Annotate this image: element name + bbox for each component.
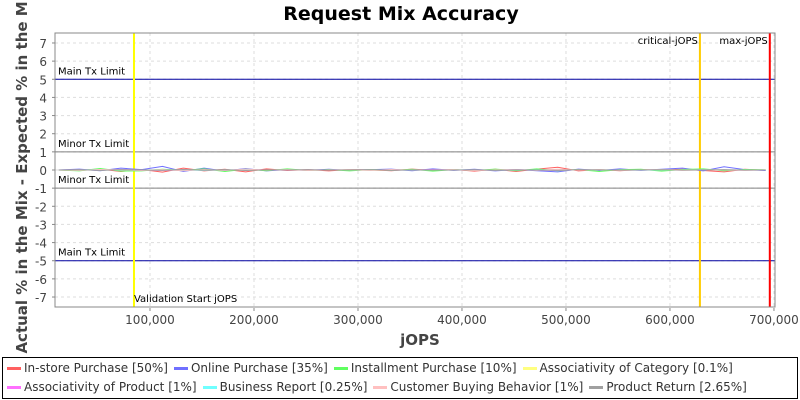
legend-item: Associativity of Product [1%] [7,380,197,394]
legend-swatch [7,366,21,370]
marker-label: Validation Start jOPS [134,294,237,305]
y-tick-label: 7 [39,37,47,51]
legend-swatch [173,366,188,370]
y-tick-label: -2 [35,200,47,214]
x-tick-label: 200,000 [229,313,279,327]
marker-label: max-jOPS [719,36,767,47]
y-tick-label: 6 [39,55,47,69]
legend-label: Product Return [2.65%] [606,380,747,394]
x-tick-label: 700,000 [749,313,799,327]
legend-swatch [7,385,21,389]
limit-label: Main Tx Limit [58,66,125,77]
legend: In-store Purchase [50%] Online Purchase [… [2,357,798,399]
limit-label: Minor Tx Limit [58,175,129,186]
x-tick-label: 300,000 [333,313,383,327]
plot-area [54,32,776,308]
legend-swatch [333,366,348,370]
legend-label: Installment Purchase [10%] [350,361,517,375]
x-tick-label: 500,000 [541,313,591,327]
legend-label: In-store Purchase [50%] [24,361,168,375]
y-tick-label: -1 [35,182,47,196]
legend-item: Installment Purchase [10%] [333,361,517,375]
y-axis-label: Actual % in the Mix - Expected % in the … [13,0,31,354]
y-tick-label: -6 [35,273,47,287]
x-tick-label: 600,000 [645,313,695,327]
y-tick-label: 5 [39,73,47,87]
legend-item: In-store Purchase [50%] [7,361,168,375]
legend-item: Business Report [0.25%] [202,380,368,394]
legend-label: Associativity of Category [0.1%] [539,361,733,375]
x-axis-label: jOPS [399,331,440,349]
y-tick-label: 1 [39,146,47,160]
x-tick-label: 400,000 [437,313,487,327]
y-tick-label: -5 [35,255,47,269]
legend-swatch [373,385,388,389]
legend-item: Customer Buying Behavior [1%] [373,380,583,394]
legend-swatch [202,385,217,389]
y-tick-label: -4 [35,237,47,251]
x-tick-label: 100,000 [125,313,175,327]
y-tick-label: 3 [39,110,47,124]
legend-item: Associativity of Category [0.1%] [522,361,733,375]
legend-label: Customer Buying Behavior [1%] [390,380,584,394]
chart-title: Request Mix Accuracy [283,3,519,25]
legend-swatch [522,366,537,370]
y-tick-label: 0 [39,164,47,178]
legend-label: Online Purchase [35%] [190,361,328,375]
legend-swatch [589,385,604,389]
y-tick-label: 4 [39,91,47,105]
y-tick-label: -3 [35,218,47,232]
marker-label: critical-jOPS [638,36,698,47]
legend-label: Associativity of Product [1%] [24,380,197,394]
y-tick-label: -7 [35,291,47,305]
limit-label: Main Tx Limit [58,248,125,259]
legend-item: Online Purchase [35%] [173,361,328,375]
legend-label: Business Report [0.25%] [219,380,368,394]
legend-item: Product Return [2.65%] [589,380,747,394]
y-tick-label: 2 [39,128,47,142]
request-mix-chart: Request Mix Accuracy jOPS Actual % in th… [13,0,799,354]
series-line [58,168,766,172]
limit-label: Minor Tx Limit [58,139,129,150]
